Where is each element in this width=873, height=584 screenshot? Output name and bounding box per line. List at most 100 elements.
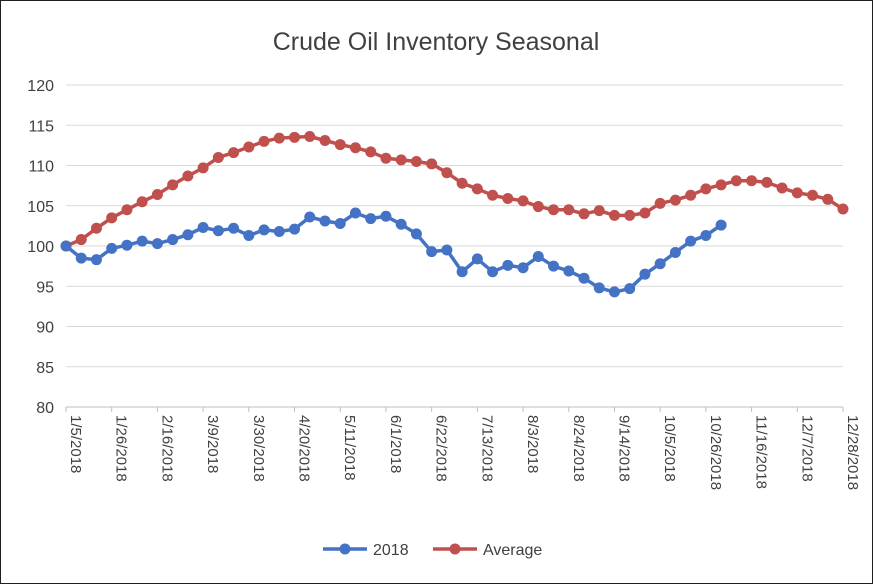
data-point: [228, 147, 240, 159]
data-point: [349, 142, 361, 154]
x-tick-label: 7/13/2018: [478, 415, 495, 482]
x-tick-label: 4/20/2018: [296, 415, 313, 482]
data-point: [289, 131, 301, 143]
data-point: [243, 230, 255, 242]
x-tick-label: 6/22/2018: [433, 415, 450, 482]
series-2018: [60, 207, 727, 298]
data-point: [136, 196, 148, 208]
y-axis: 80 85 90 95 100 105 110 115 120: [27, 78, 54, 417]
legend-entry: Average: [433, 542, 542, 559]
data-point: [380, 152, 392, 164]
data-point: [212, 151, 224, 163]
data-point: [456, 266, 468, 278]
data-point: [685, 189, 697, 201]
data-point: [715, 219, 727, 231]
data-point: [304, 211, 316, 223]
data-point: [532, 250, 544, 262]
data-point: [441, 244, 453, 256]
legend-label: 2018: [373, 542, 409, 559]
x-tick-label: 2/16/2018: [158, 415, 175, 482]
x-tick-label: 10/26/2018: [707, 415, 724, 490]
data-point: [212, 225, 224, 237]
y-tick-label: 105: [27, 199, 54, 216]
data-point: [471, 183, 483, 195]
data-point: [654, 258, 666, 270]
data-point: [258, 224, 270, 236]
data-point: [243, 141, 255, 153]
data-point: [121, 239, 133, 251]
data-point: [151, 238, 163, 250]
x-axis: 1/5/2018 1/26/2018 2/16/2018 3/9/2018 3/30/2…: [65, 406, 861, 490]
y-tick-label: 80: [36, 400, 54, 417]
data-point: [624, 283, 636, 295]
data-point: [167, 234, 179, 246]
data-point: [593, 282, 605, 294]
data-point: [700, 183, 712, 195]
data-point: [578, 208, 590, 220]
legend: 2018 Average: [323, 542, 542, 559]
data-point: [700, 230, 712, 242]
data-point: [517, 262, 529, 274]
data-point: [746, 175, 758, 187]
data-point: [548, 260, 560, 272]
x-tick-label: 12/28/2018: [844, 415, 861, 490]
x-tick-label: 9/14/2018: [615, 415, 632, 482]
y-tick-label: 115: [28, 118, 54, 135]
y-tick-label: 85: [36, 360, 54, 377]
legend-marker: [339, 543, 351, 555]
data-point: [685, 235, 697, 247]
data-point: [273, 132, 285, 144]
data-point: [75, 234, 87, 246]
data-point: [136, 235, 148, 247]
y-tick-label: 90: [36, 320, 54, 337]
data-point: [410, 228, 422, 240]
data-point: [90, 254, 102, 266]
data-point: [334, 217, 346, 229]
legend-marker: [449, 543, 461, 555]
x-tick-label: 8/3/2018: [524, 415, 541, 473]
data-point: [471, 253, 483, 265]
data-point: [121, 204, 133, 216]
data-point: [502, 259, 514, 271]
x-tick-label: 11/16/2018: [753, 415, 770, 489]
legend-entry: 2018: [323, 542, 409, 559]
data-point: [548, 204, 560, 216]
data-point: [365, 146, 377, 158]
data-point: [228, 222, 240, 234]
data-point: [807, 189, 819, 201]
data-point: [791, 187, 803, 199]
x-tick-label: 5/11/2018: [341, 415, 358, 481]
series-average: [60, 131, 849, 252]
data-point: [517, 195, 529, 207]
data-point: [837, 203, 849, 215]
data-point: [75, 252, 87, 264]
x-tick-label: 6/1/2018: [387, 415, 404, 473]
data-point: [456, 177, 468, 189]
y-tick-label: 120: [27, 78, 54, 95]
data-point: [426, 246, 438, 258]
data-point: [365, 213, 377, 225]
data-point: [639, 268, 651, 280]
data-point: [822, 193, 834, 205]
data-point: [319, 135, 331, 147]
data-point: [608, 286, 620, 298]
x-tick-label: 3/9/2018: [204, 415, 221, 473]
data-point: [410, 155, 422, 167]
data-point: [578, 272, 590, 284]
data-point: [624, 209, 636, 221]
data-point: [197, 221, 209, 233]
data-point: [487, 266, 499, 278]
data-point: [715, 179, 727, 191]
data-point: [669, 194, 681, 206]
data-point: [197, 162, 209, 174]
x-tick-label: 8/24/2018: [570, 415, 587, 482]
data-point: [441, 167, 453, 179]
data-point: [258, 135, 270, 147]
data-point: [608, 209, 620, 221]
y-tick-label: 110: [28, 159, 54, 176]
data-point: [151, 188, 163, 200]
data-point: [106, 242, 118, 254]
data-point: [167, 179, 179, 191]
